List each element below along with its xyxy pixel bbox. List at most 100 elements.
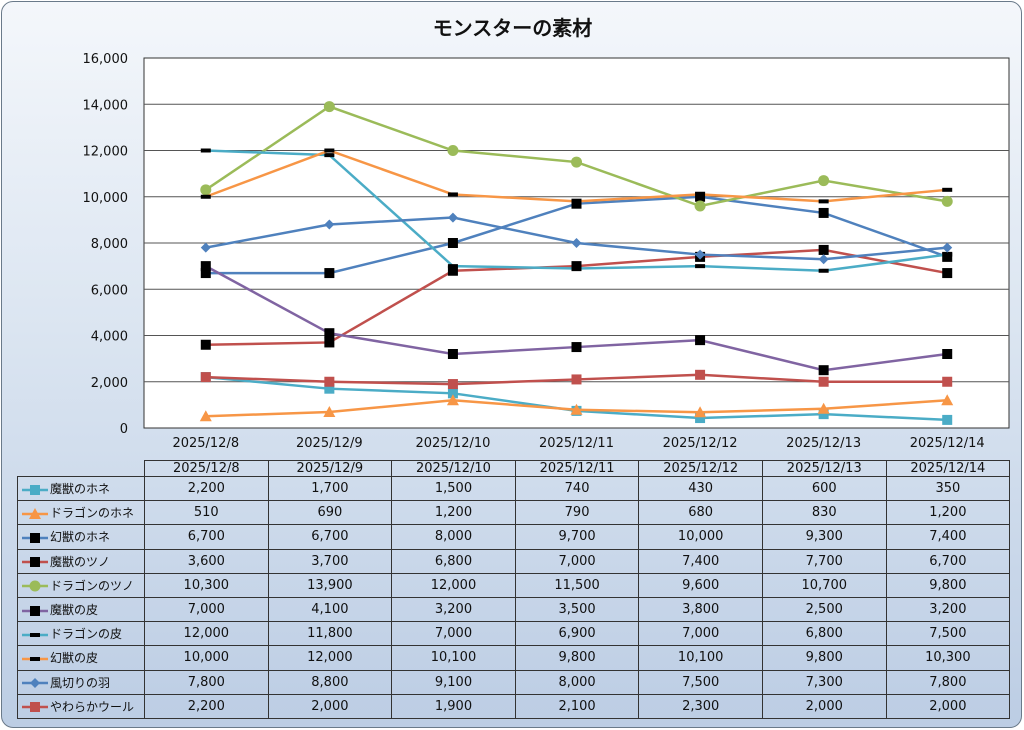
legend-key-marker <box>30 656 40 661</box>
table-cell-value: 7,500 <box>885 621 1011 647</box>
data-point <box>447 265 458 276</box>
data-point <box>571 238 582 248</box>
table-cell-value: 7,800 <box>885 669 1011 695</box>
data-table: 2025/12/8 2025/12/9 2025/12/10 2025/12/11 20… <box>17 460 1011 719</box>
data-point <box>942 242 953 253</box>
table-cell-value: 3,600 <box>144 548 269 574</box>
table-cell-value: 3,500 <box>514 596 640 623</box>
table-column-header: 2025/12/8 <box>144 460 269 477</box>
series-8 <box>200 212 953 265</box>
table-cell-value: 2,100 <box>514 693 640 719</box>
legend-key-icon <box>22 580 48 592</box>
table-column-header: 2025/12/9 <box>267 460 393 477</box>
table-row: ドラゴンのツノ 10,300 13,900 12,000 11,500 9,600 10,7… <box>17 572 1011 598</box>
x-tick-label: 2025/12/13 <box>786 436 861 451</box>
table-cell-value: 1,200 <box>391 500 516 526</box>
table-cell-value: 9,700 <box>514 524 640 550</box>
table-cell-value: 12,000 <box>391 572 516 598</box>
table-cell-value: 6,900 <box>514 621 640 647</box>
data-point <box>818 199 829 204</box>
data-point <box>818 244 829 255</box>
legend-key-icon <box>22 632 48 637</box>
table-cell-value: 7,000 <box>638 621 763 647</box>
legend-key-marker <box>29 507 41 519</box>
chart-title: モンスターの素材 <box>432 16 593 40</box>
data-point <box>571 156 582 168</box>
data-point <box>818 207 829 218</box>
legend-key-icon <box>22 678 48 689</box>
y-tick-label: 16,000 <box>83 52 129 67</box>
table-cell-value: 8,800 <box>267 669 393 695</box>
legend-label: 幻獣のホネ <box>50 530 111 545</box>
legend-key-marker <box>30 678 40 689</box>
data-point <box>817 402 830 414</box>
data-point <box>942 268 953 279</box>
legend-label: ドラゴンのホネ <box>50 506 135 521</box>
table-cell-value: 10,300 <box>144 572 269 598</box>
data-point <box>200 194 211 199</box>
data-point <box>942 376 953 387</box>
legend-key-marker <box>30 557 40 568</box>
data-point <box>200 261 211 272</box>
series-9 <box>200 369 953 390</box>
table-cell-value: 1,900 <box>391 693 516 719</box>
table-cell-value: 9,800 <box>885 572 1011 598</box>
data-point <box>447 388 458 399</box>
y-tick-label: 14,000 <box>83 98 129 113</box>
table-cell-value: 430 <box>638 475 763 502</box>
data-point <box>818 254 829 265</box>
table-cell-value: 10,700 <box>761 572 887 598</box>
table-cell-value: 8,000 <box>391 524 516 550</box>
data-point <box>323 406 336 418</box>
data-point <box>818 175 830 187</box>
series-1 <box>199 394 954 422</box>
y-tick-label: 0 <box>120 422 128 437</box>
table-cell-value: 510 <box>144 500 269 526</box>
legend-key-marker <box>30 702 40 713</box>
table-cell-value: 2,000 <box>885 693 1011 719</box>
table-cell-value: 6,800 <box>761 621 887 647</box>
table-row: 幻獣の皮 10,000 12,000 10,100 9,800 10,100 9,800 10… <box>17 645 1011 671</box>
data-point <box>324 219 335 230</box>
legend-label: 魔獣の皮 <box>50 603 99 618</box>
table-cell-value: 7,700 <box>761 548 887 574</box>
table-cell-value: 10,000 <box>144 645 269 671</box>
table-row: 幻獣のホネ 6,700 6,700 8,000 9,700 10,000 9,300 7,40… <box>17 524 1011 550</box>
data-point <box>324 153 335 158</box>
series-7 <box>200 148 953 204</box>
series-4 <box>200 101 953 212</box>
data-point <box>695 264 706 269</box>
legend-key-marker <box>30 632 40 637</box>
table-cell-value: 10,100 <box>638 645 763 671</box>
table-row: やわらかウール 2,200 2,000 1,900 2,100 2,300 2,000 2,0… <box>17 693 1011 719</box>
legend-key-icon <box>22 507 48 519</box>
data-point <box>570 403 583 415</box>
legend-label: 魔獣のツノ <box>50 554 111 569</box>
legend-entry: 風切りの羽 <box>17 669 145 695</box>
data-point <box>695 249 706 260</box>
table-cell-value: 2,000 <box>267 693 393 719</box>
legend-key-marker <box>29 580 41 592</box>
plot-area: 0 2,000 4,000 6,000 8,000 10,000 12,000 14,000 1… <box>83 52 1010 451</box>
table-cell-value: 7,500 <box>638 669 763 695</box>
data-point <box>200 242 211 253</box>
legend-label: 魔獣のホネ <box>50 482 111 497</box>
data-point <box>447 238 458 248</box>
data-point <box>447 192 458 197</box>
data-point <box>695 192 706 197</box>
data-point <box>942 252 953 257</box>
data-point <box>694 406 707 418</box>
table-cell-value: 12,000 <box>144 621 269 647</box>
table-cell-value: 3,800 <box>638 596 763 623</box>
table-cell-value: 7,800 <box>144 669 269 695</box>
data-point <box>571 374 582 385</box>
x-tick-label: 2025/12/10 <box>415 436 490 451</box>
data-point <box>942 414 953 425</box>
table-cell-value: 7,400 <box>638 548 763 574</box>
table-cell-value: 1,700 <box>267 475 393 502</box>
series-5 <box>200 261 953 376</box>
data-point <box>571 199 582 204</box>
table-cell-value: 3,200 <box>885 596 1011 623</box>
legend-entry: 幻獣のホネ <box>17 524 145 550</box>
